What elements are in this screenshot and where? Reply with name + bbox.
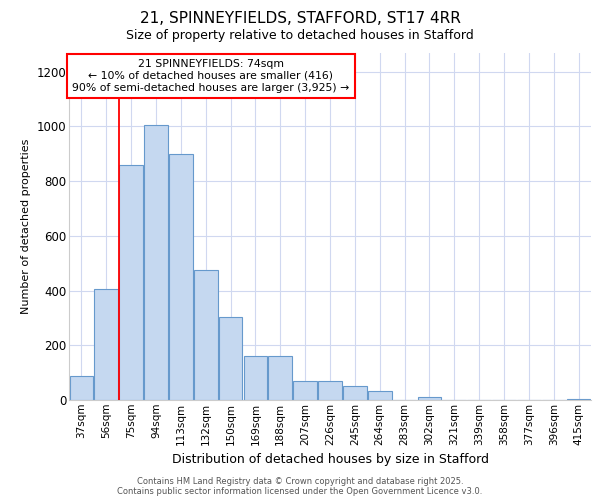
Bar [368, 391, 392, 400]
X-axis label: Distribution of detached houses by size in Stafford: Distribution of detached houses by size … [172, 453, 488, 466]
Bar [219, 316, 242, 400]
Bar [293, 381, 317, 400]
Bar [70, 376, 93, 400]
Bar [94, 289, 118, 400]
Y-axis label: Number of detached properties: Number of detached properties [21, 138, 31, 314]
Text: 21, SPINNEYFIELDS, STAFFORD, ST17 4RR: 21, SPINNEYFIELDS, STAFFORD, ST17 4RR [140, 11, 460, 26]
Bar [567, 398, 590, 400]
Text: Size of property relative to detached houses in Stafford: Size of property relative to detached ho… [126, 29, 474, 42]
Bar [144, 125, 168, 400]
Bar [418, 396, 441, 400]
Bar [318, 381, 342, 400]
Bar [244, 356, 267, 400]
Text: Contains HM Land Registry data © Crown copyright and database right 2025.
Contai: Contains HM Land Registry data © Crown c… [118, 476, 482, 496]
Bar [268, 356, 292, 400]
Bar [194, 270, 218, 400]
Bar [169, 154, 193, 400]
Bar [343, 386, 367, 400]
Text: 21 SPINNEYFIELDS: 74sqm
← 10% of detached houses are smaller (416)
90% of semi-d: 21 SPINNEYFIELDS: 74sqm ← 10% of detache… [72, 60, 349, 92]
Bar [119, 164, 143, 400]
